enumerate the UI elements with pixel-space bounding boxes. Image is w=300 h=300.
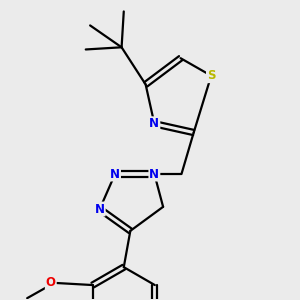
Text: N: N [110, 167, 120, 181]
Text: N: N [149, 167, 159, 181]
Text: O: O [46, 276, 56, 290]
Text: S: S [207, 69, 215, 82]
Text: N: N [149, 117, 159, 130]
Text: N: N [95, 202, 105, 215]
